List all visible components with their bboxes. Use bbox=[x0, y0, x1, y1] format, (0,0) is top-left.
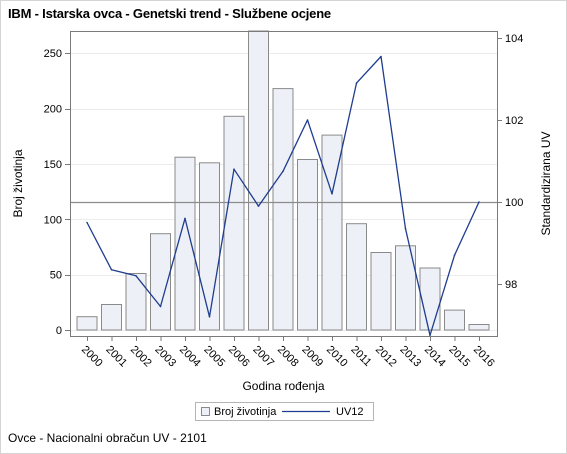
legend: Broj životinja UV12 bbox=[195, 402, 374, 421]
chart-title: IBM - Istarska ovca - Genetski trend - S… bbox=[8, 6, 331, 21]
line-series bbox=[86, 55, 480, 337]
uv12-point-2015 bbox=[453, 254, 456, 257]
x-axis-label: Godina rođenja bbox=[242, 379, 324, 393]
x-tick-label: 2008 bbox=[275, 344, 301, 370]
y-tick-label: 100 bbox=[44, 214, 62, 226]
x-tick-label: 2012 bbox=[373, 344, 399, 370]
x-tick-label: 2010 bbox=[324, 344, 350, 370]
y-axis-label: Broj životinja bbox=[11, 149, 25, 217]
bar-2003 bbox=[150, 233, 171, 331]
x-tick-label: 2015 bbox=[446, 344, 472, 370]
uv12-point-2006 bbox=[233, 168, 235, 170]
x-tick-label: 2003 bbox=[152, 344, 178, 370]
bar-2004 bbox=[174, 156, 196, 331]
bar-2008 bbox=[272, 88, 294, 331]
x-tick-label: 2000 bbox=[79, 344, 105, 370]
x-tick-label: 2007 bbox=[250, 344, 276, 370]
uv12-point-2000 bbox=[86, 221, 88, 224]
x-tick-label: 2002 bbox=[128, 344, 154, 370]
bar-2002 bbox=[125, 273, 147, 331]
bar-2014 bbox=[419, 267, 441, 331]
uv12-point-2016 bbox=[478, 201, 480, 203]
uv12-point-2002 bbox=[135, 275, 137, 277]
x-tick-label: 2006 bbox=[226, 344, 252, 370]
x-tick-label: 2005 bbox=[201, 344, 227, 370]
y-tick-label: 200 bbox=[44, 104, 62, 116]
y-tick-label: 150 bbox=[44, 159, 62, 171]
x-tick-label: 2014 bbox=[422, 344, 448, 370]
uv12-point-2005 bbox=[208, 316, 211, 318]
y-tick-label: 50 bbox=[50, 270, 62, 282]
bar-2016 bbox=[468, 324, 490, 331]
legend-bar-swatch bbox=[201, 407, 210, 416]
bar-2011 bbox=[346, 223, 367, 331]
bar-2006 bbox=[223, 115, 245, 331]
uv12-point-2003 bbox=[159, 305, 162, 308]
y2-tick-label: 102 bbox=[505, 115, 523, 127]
bar-2013 bbox=[395, 245, 416, 331]
uv12-point-2004 bbox=[184, 217, 186, 220]
bar-2000 bbox=[76, 316, 98, 331]
left-axis: 0 50 100 150 200 250 bbox=[44, 48, 70, 337]
uv12-point-2009 bbox=[306, 119, 309, 121]
bar-2007 bbox=[248, 30, 269, 331]
x-tick-label: 2011 bbox=[348, 344, 373, 369]
bar-2015 bbox=[444, 309, 465, 331]
y2-tick-label: 104 bbox=[505, 33, 523, 45]
bar-2009 bbox=[297, 159, 318, 331]
uv12-point-2010 bbox=[331, 193, 333, 195]
uv12-point-2007 bbox=[257, 205, 260, 207]
uv12-point-2012 bbox=[380, 55, 382, 58]
x-tick-label: 2001 bbox=[103, 344, 129, 370]
bar-2012 bbox=[370, 252, 392, 331]
x-tick-label: 2016 bbox=[471, 344, 497, 370]
uv12-point-2013 bbox=[404, 227, 407, 230]
uv12-point-2014 bbox=[429, 334, 431, 337]
legend-line-label: UV12 bbox=[336, 406, 364, 418]
uv12-point-2001 bbox=[110, 268, 113, 271]
legend-bar-label: Broj životinja bbox=[214, 406, 277, 418]
right-axis: 98 100 102 104 bbox=[497, 33, 523, 291]
bar-2005 bbox=[199, 162, 220, 331]
y2-tick-label: 98 bbox=[505, 279, 517, 291]
x-tick-label: 2004 bbox=[177, 344, 203, 370]
y-tick-label: 0 bbox=[56, 325, 62, 337]
bar-2001 bbox=[101, 304, 122, 331]
bar-2010 bbox=[321, 134, 343, 331]
uv12-point-2011 bbox=[355, 82, 358, 84]
x-axis: 2000200120022003200420052006200720082009… bbox=[79, 336, 497, 369]
x-tick-label: 2009 bbox=[299, 344, 325, 370]
footnote: Ovce - Nacionalni obračun UV - 2101 bbox=[8, 431, 207, 445]
uv12-point-2008 bbox=[282, 170, 284, 173]
y-tick-label: 250 bbox=[44, 48, 62, 60]
x-tick-label: 2013 bbox=[397, 344, 423, 370]
bar-series bbox=[76, 30, 490, 331]
y2-axis-label: Standardizirana UV bbox=[539, 131, 553, 235]
y2-tick-label: 100 bbox=[505, 197, 523, 209]
